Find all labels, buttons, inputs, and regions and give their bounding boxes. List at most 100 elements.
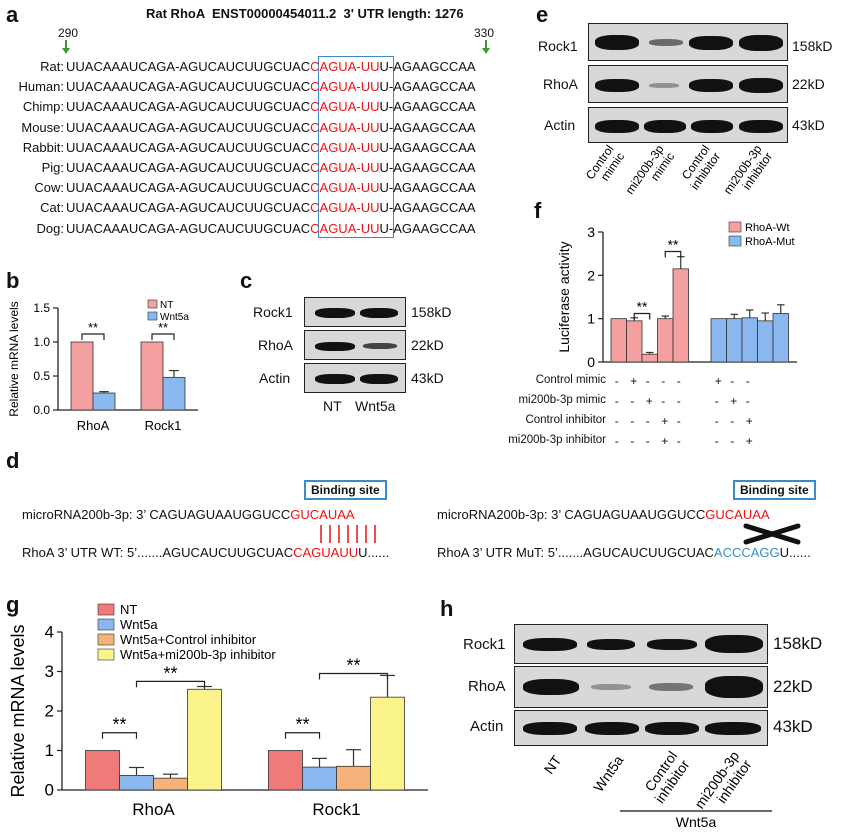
- aligned-sequence: UUACAAAUCAGA-AGUCAUCUUGCUACCAGUA-UUU-AGA…: [66, 160, 476, 175]
- significance-bracket: [81, 333, 105, 340]
- band: [587, 639, 635, 650]
- condition-sign: -: [714, 434, 719, 448]
- blot-c-lane-0: NT: [323, 398, 342, 414]
- blot-e-row-0-size: 158kD: [792, 38, 833, 54]
- lane-label: NT: [541, 752, 565, 777]
- condition-sign: +: [661, 434, 669, 448]
- y-tick-label: 1: [45, 741, 54, 760]
- bar: [657, 318, 674, 363]
- significance-bracket: [135, 680, 206, 688]
- y-tick-label: 3: [587, 224, 595, 240]
- bar: [626, 320, 643, 363]
- lane-label-line: Wnt5a: [590, 752, 626, 794]
- bar: [726, 318, 743, 363]
- band: [363, 343, 397, 349]
- binding-site-badge-wt: Binding site: [304, 480, 387, 500]
- aligned-sequence: UUACAAAUCAGA-AGUCAUCUUGCUACCAGUA-UUU-AGA…: [66, 120, 476, 135]
- bar: [710, 318, 727, 363]
- band: [739, 120, 783, 133]
- y-tick-label: 2: [587, 267, 595, 283]
- sequence-prefix: UUACAAAUCAGA-AGUCAUCUUGCUAC: [66, 139, 311, 155]
- significance-label: **: [346, 655, 360, 675]
- band: [649, 39, 683, 46]
- legend-swatch: [728, 221, 742, 233]
- condition-sign: -: [730, 414, 735, 428]
- x-tick-label: Rock1: [312, 800, 360, 819]
- position-end-arrow-icon: [482, 40, 490, 54]
- blot-c-row-2-name: Actin: [259, 370, 291, 386]
- bar: [610, 318, 627, 363]
- bar: [757, 320, 774, 363]
- sequence-suffix: U-AGAAGCCAA: [379, 160, 476, 175]
- condition-sign: -: [745, 394, 750, 408]
- y-tick-label: 0.5: [33, 369, 50, 383]
- sequence-prefix: UUACAAAUCAGA-AGUCAUCUUGCUAC: [66, 200, 311, 216]
- condition-sign: -: [661, 374, 666, 388]
- legend-label: RhoA-Wt: [745, 222, 790, 234]
- sequence-site: CAGUA-UU: [310, 79, 380, 95]
- blot-c-rock1: [304, 297, 406, 327]
- blot-h-lane-labels: NT Wnt5a Controlinhibitormi200b-3pinhibito…: [541, 748, 772, 830]
- y-axis-label: Luciferase activity: [556, 241, 572, 352]
- band: [315, 374, 355, 384]
- chart-b: 0.0 0.5 1.0 1.5 Relative mRNA levels RhoA Rock…: [7, 299, 198, 433]
- blot-e-rhoa: [588, 65, 788, 103]
- position-start: 290: [58, 26, 79, 40]
- species-label: Cat:: [40, 200, 64, 216]
- species-label: Dog:: [36, 220, 64, 236]
- significance-bracket: [318, 672, 389, 680]
- blot-c-actin: [304, 363, 406, 393]
- bar: [741, 317, 758, 363]
- base-pair-lines: [320, 525, 376, 543]
- band: [649, 83, 679, 88]
- band: [360, 374, 398, 384]
- condition-sign: -: [645, 414, 650, 428]
- lane-label: Wnt5a: [590, 752, 626, 794]
- sequence-suffix: U-AGAAGCCAA: [379, 180, 476, 196]
- species-label: Chimp:: [22, 99, 64, 115]
- bar: [119, 774, 154, 791]
- blot-e-row-2-name: Actin: [544, 117, 576, 133]
- blot-e-row-1-size: 22kD: [792, 76, 825, 92]
- blot-h-rhoa: [514, 666, 768, 708]
- panel-label-a: a: [6, 2, 19, 27]
- rhoa-utr-mut-sequence: RhoA 3’ UTR MuT: 5’.......AGUCAUCUUGCUAC…: [437, 545, 811, 560]
- significance-label: **: [163, 663, 177, 683]
- position-end: 330: [474, 26, 495, 40]
- aligned-sequence: UUACAAAUCAGA-AGUCAUCUUGCUACCAGUA-UUU-AGA…: [66, 79, 476, 94]
- blot-c-lane-1: Wnt5a: [355, 398, 396, 414]
- sequence-site: CAGUA-UU: [310, 59, 380, 74]
- blot-h-row-2-name: Actin: [470, 718, 504, 735]
- condition-sign: -: [676, 414, 681, 428]
- band: [360, 308, 398, 318]
- significance-label: **: [637, 298, 648, 314]
- condition-sign: +: [630, 374, 638, 388]
- sequence-site: CAGUA-UU: [310, 200, 380, 216]
- band: [689, 79, 733, 92]
- legend-swatch: [147, 299, 158, 309]
- y-axis-label: Relative mRNA levels: [7, 301, 21, 416]
- sequence-suffix: U-AGAAGCCAA: [379, 220, 476, 236]
- condition-sign: -: [614, 434, 619, 448]
- condition-label: Control inhibitor: [525, 414, 606, 426]
- band: [595, 120, 639, 133]
- x-tick-label: RhoA: [77, 418, 110, 433]
- band: [645, 722, 699, 735]
- sequence-suffix: U-AGAAGCCAA: [379, 99, 476, 115]
- y-tick-label: 1.0: [33, 335, 50, 349]
- y-tick-label: 0: [587, 354, 595, 370]
- panel-label-d: d: [6, 448, 20, 473]
- legend-swatch: [97, 633, 115, 646]
- conserved-site-box: [318, 56, 394, 238]
- panel-label-b: b: [6, 268, 20, 293]
- species-label: Rabbit:: [22, 139, 64, 155]
- aligned-sequence: UUACAAAUCAGA-AGUCAUCUUGCUACCAGUA-UUU-AGA…: [66, 99, 476, 114]
- band: [523, 638, 577, 651]
- alignment-title: Rat RhoA ENST00000454011.2 3' UTR length…: [146, 6, 464, 21]
- species-label: Mouse:: [21, 119, 64, 135]
- aligned-sequence: UUACAAAUCAGA-AGUCAUCUUGCUACCAGUA-UUU-AGA…: [66, 59, 476, 74]
